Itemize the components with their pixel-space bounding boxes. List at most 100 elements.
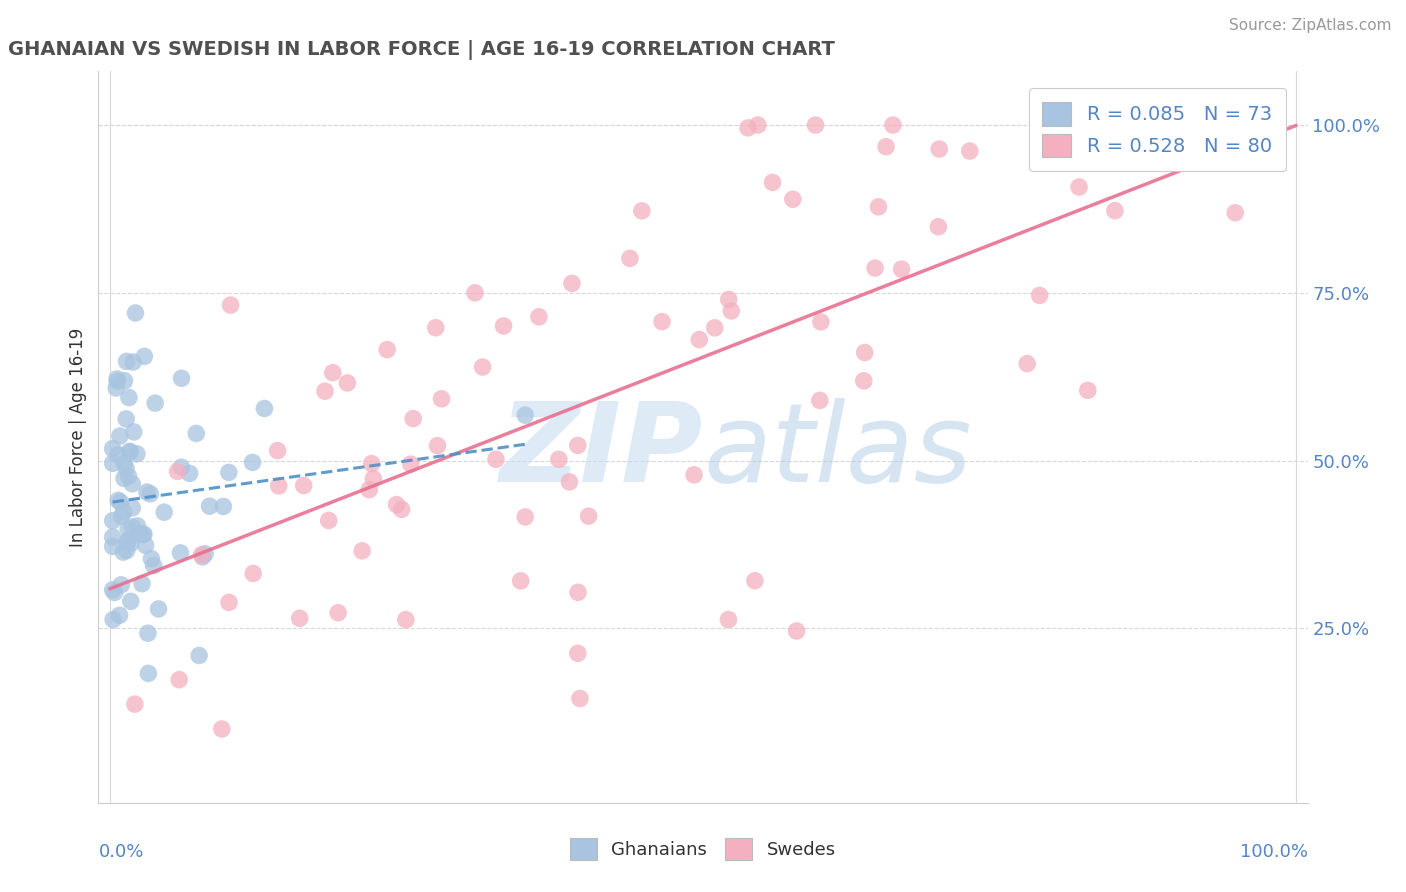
Point — [186, 426, 208, 441]
Point — [567, 646, 589, 660]
Point — [124, 697, 146, 711]
Point — [567, 438, 589, 452]
Point — [121, 520, 143, 534]
Point — [527, 310, 550, 324]
Point — [120, 445, 142, 459]
Point — [359, 483, 381, 497]
Point — [101, 442, 124, 456]
Point — [108, 429, 131, 443]
Point — [744, 574, 766, 588]
Point — [115, 543, 138, 558]
Point — [101, 540, 124, 554]
Point — [127, 519, 149, 533]
Point — [117, 535, 139, 549]
Point — [110, 509, 132, 524]
Point — [578, 509, 600, 524]
Point — [191, 549, 214, 564]
Point — [112, 545, 135, 559]
Point — [101, 582, 124, 597]
Point — [737, 120, 759, 135]
Point — [471, 359, 494, 374]
Point — [141, 551, 163, 566]
Point — [808, 393, 831, 408]
Point — [786, 624, 808, 638]
Point — [804, 118, 827, 132]
Point — [266, 443, 288, 458]
Point — [118, 444, 141, 458]
Point — [115, 461, 138, 475]
Point — [117, 522, 139, 536]
Text: GHANAIAN VS SWEDISH IN LABOR FORCE | AGE 16-19 CORRELATION CHART: GHANAIAN VS SWEDISH IN LABOR FORCE | AGE… — [8, 39, 835, 60]
Point — [114, 374, 136, 388]
Point — [1067, 180, 1090, 194]
Point — [179, 467, 201, 481]
Point — [875, 140, 897, 154]
Point — [120, 536, 142, 550]
Point — [558, 475, 581, 489]
Point — [112, 471, 135, 485]
Point — [115, 354, 138, 368]
Point — [391, 502, 413, 516]
Text: ZIP: ZIP — [499, 398, 703, 505]
Point — [190, 548, 212, 562]
Point — [115, 412, 138, 426]
Point — [143, 396, 166, 410]
Point — [124, 306, 146, 320]
Point — [110, 578, 132, 592]
Point — [515, 408, 537, 422]
Point — [211, 722, 233, 736]
Point — [928, 142, 950, 156]
Point — [108, 608, 131, 623]
Point — [218, 466, 240, 480]
Point — [426, 439, 449, 453]
Point — [567, 585, 589, 599]
Point — [103, 585, 125, 599]
Point — [464, 285, 486, 300]
Point — [117, 533, 139, 548]
Point — [105, 374, 128, 388]
Point — [121, 500, 143, 515]
Point — [218, 595, 240, 609]
Point — [198, 499, 221, 513]
Point — [107, 493, 129, 508]
Point — [810, 315, 832, 329]
Point — [318, 513, 340, 527]
Point — [101, 456, 124, 470]
Point — [360, 457, 382, 471]
Point — [1017, 357, 1039, 371]
Point — [134, 350, 156, 364]
Point — [170, 371, 193, 385]
Point — [761, 175, 783, 189]
Point — [120, 594, 142, 608]
Point — [352, 544, 374, 558]
Point — [139, 487, 162, 501]
Point — [148, 602, 170, 616]
Point — [853, 345, 876, 359]
Point — [717, 613, 740, 627]
Point — [267, 479, 290, 493]
Point — [720, 304, 742, 318]
Point — [169, 546, 191, 560]
Point — [101, 530, 124, 544]
Point — [121, 476, 143, 491]
Point — [375, 343, 398, 357]
Point — [395, 613, 418, 627]
Point — [242, 566, 264, 581]
Point — [630, 203, 652, 218]
Point — [852, 374, 875, 388]
Point — [105, 372, 128, 386]
Point — [212, 500, 235, 514]
Point — [253, 401, 276, 416]
Point — [112, 456, 135, 470]
Point — [101, 514, 124, 528]
Point — [132, 527, 155, 541]
Point — [399, 457, 422, 471]
Point — [122, 355, 145, 369]
Legend: Ghanaians, Swedes: Ghanaians, Swedes — [562, 830, 844, 867]
Point — [292, 478, 315, 492]
Y-axis label: In Labor Force | Age 16-19: In Labor Force | Age 16-19 — [69, 327, 87, 547]
Point — [688, 333, 710, 347]
Point — [1077, 384, 1099, 398]
Point — [135, 538, 157, 552]
Point — [136, 626, 159, 640]
